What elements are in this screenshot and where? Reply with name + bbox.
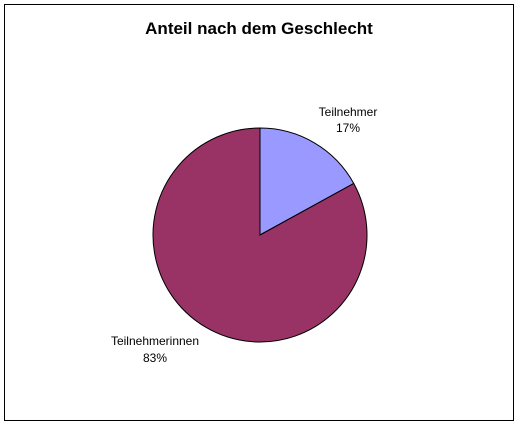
pie-slice-teilnehmerinnen	[152, 127, 368, 343]
pie-slice-teilnehmer	[259, 127, 355, 236]
chart-title: Anteil nach dem Geschlecht	[145, 19, 373, 38]
slice-label-teilnehmerinnen-name: Teilnehmerinnen	[111, 334, 199, 348]
slice-label-teilnehmer-percent: 17%	[336, 121, 360, 135]
slice-label-teilnehmerinnen-percent: 83%	[143, 351, 167, 365]
slice-label-teilnehmer-name: Teilnehmer	[319, 105, 378, 119]
pie-slices	[152, 127, 368, 343]
